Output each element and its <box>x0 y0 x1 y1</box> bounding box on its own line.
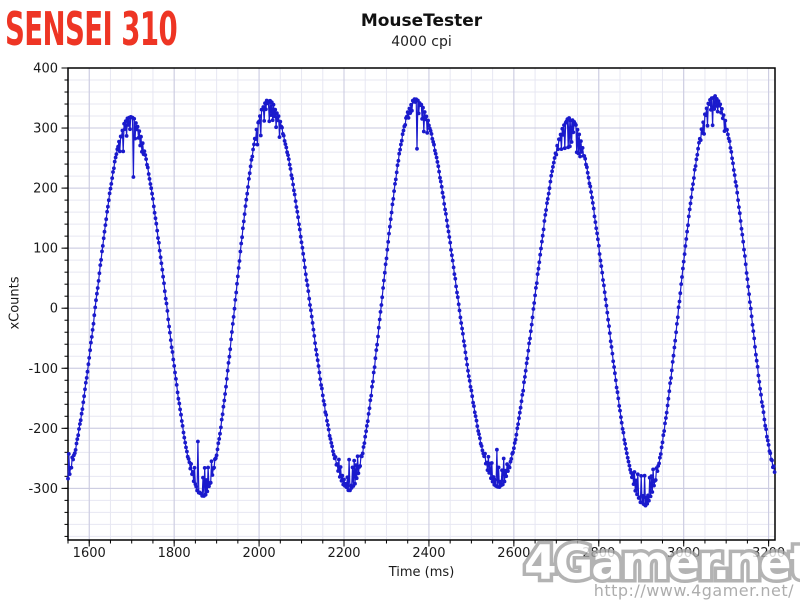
x-tick-label: 2800 <box>582 546 615 561</box>
x-axis-title: Time (ms) <box>388 565 455 580</box>
y-tick-label: 100 <box>33 242 58 257</box>
y-tick-label: 0 <box>50 302 58 317</box>
y-tick-label: -100 <box>28 362 58 377</box>
xcounts-markers <box>66 94 777 508</box>
chart-subtitle: 4000 cpi <box>391 34 452 50</box>
plot-frame <box>67 67 776 541</box>
tick-labels: 1600 1800 2000 2200 2400 2600 2800 3000 32004003… <box>28 62 785 562</box>
xcounts-series <box>66 94 777 508</box>
device-name-label: SENSEI 310 <box>5 2 178 56</box>
y-tick-label: -300 <box>28 482 58 497</box>
axis-ticks <box>61 67 770 547</box>
gridlines-major <box>68 68 775 540</box>
x-tick-label: 1600 <box>73 546 106 561</box>
x-tick-label: 2400 <box>412 546 445 561</box>
y-tick-label: 300 <box>33 122 58 137</box>
x-tick-label: 2600 <box>497 546 530 561</box>
x-tick-label: 2000 <box>243 546 276 561</box>
y-axis-title: xCounts <box>7 276 23 330</box>
x-tick-label: 1800 <box>158 546 191 561</box>
4gamer-logo: 4Gamer.net <box>521 536 800 592</box>
x-tick-label: 3000 <box>667 546 700 561</box>
4gamer-watermark: 4Gamer.net http://www.4gamer.net/ <box>521 536 800 600</box>
y-tick-label: 200 <box>33 182 58 197</box>
chart-title: MouseTester <box>360 11 483 31</box>
y-tick-label: -200 <box>28 422 58 437</box>
y-tick-label: 400 <box>33 62 58 77</box>
x-tick-label: 3200 <box>752 546 785 561</box>
x-tick-label: 2200 <box>327 546 360 561</box>
4gamer-url: http://www.4gamer.net/ <box>593 581 794 600</box>
